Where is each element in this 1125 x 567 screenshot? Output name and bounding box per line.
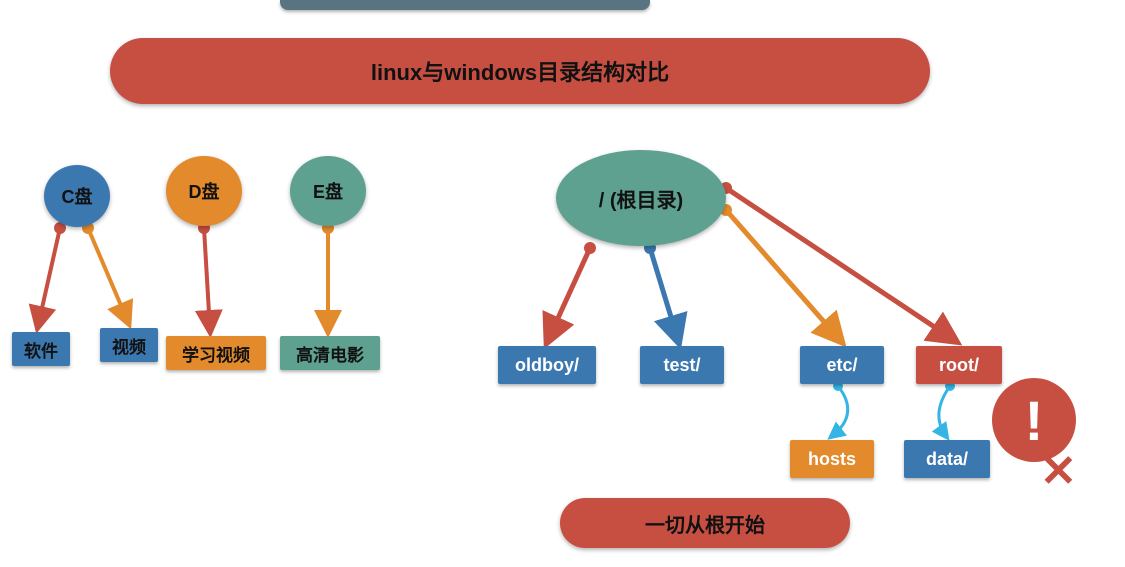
linux-subdir-label: data/ [926,449,968,470]
windows-leaf-study: 学习视频 [166,336,266,370]
top-sliver [280,0,650,10]
windows-leaf-label: 软件 [24,337,58,362]
linux-dir-label: root/ [939,355,979,376]
windows-leaf-label: 视频 [112,333,146,358]
windows-leaf-soft: 软件 [12,332,70,366]
linux-dir-oldboy: oldboy/ [498,346,596,384]
diagram-canvas: linux与windows目录结构对比 C盘D盘E盘 软件视频学习视频高清电影 … [0,0,1125,567]
windows-leaf-label: 学习视频 [182,341,250,366]
linux-dir-label: test/ [663,355,700,376]
linux-dir-label: oldboy/ [515,355,579,376]
windows-leaf-video: 视频 [100,328,158,362]
windows-drive-e: E盘 [290,156,366,226]
subtitle-text: 一切从根开始 [645,509,765,538]
x-mark-icon: ✕ [1040,446,1077,497]
linux-subdir-label: hosts [808,449,856,470]
linux-dir-label: etc/ [826,355,857,376]
windows-leaf-hdmov: 高清电影 [280,336,380,370]
linux-dir-etc: etc/ [800,346,884,384]
linux-root-label: / (根目录) [599,184,683,213]
linux-root-node: / (根目录) [556,150,726,246]
windows-drive-d: D盘 [166,156,242,226]
windows-drive-c: C盘 [44,165,110,227]
windows-drive-label: C盘 [62,183,93,209]
subtitle-pill: 一切从根开始 [560,498,850,548]
title-pill: linux与windows目录结构对比 [110,38,930,104]
linux-dir-test: test/ [640,346,724,384]
title-text: linux与windows目录结构对比 [371,55,669,87]
windows-drive-label: D盘 [189,178,220,204]
linux-subdir-hosts: hosts [790,440,874,478]
linux-dir-rootd: root/ [916,346,1002,384]
linux-subdir-data: data/ [904,440,990,478]
windows-leaf-label: 高清电影 [296,341,364,366]
windows-drive-label: E盘 [313,178,343,204]
